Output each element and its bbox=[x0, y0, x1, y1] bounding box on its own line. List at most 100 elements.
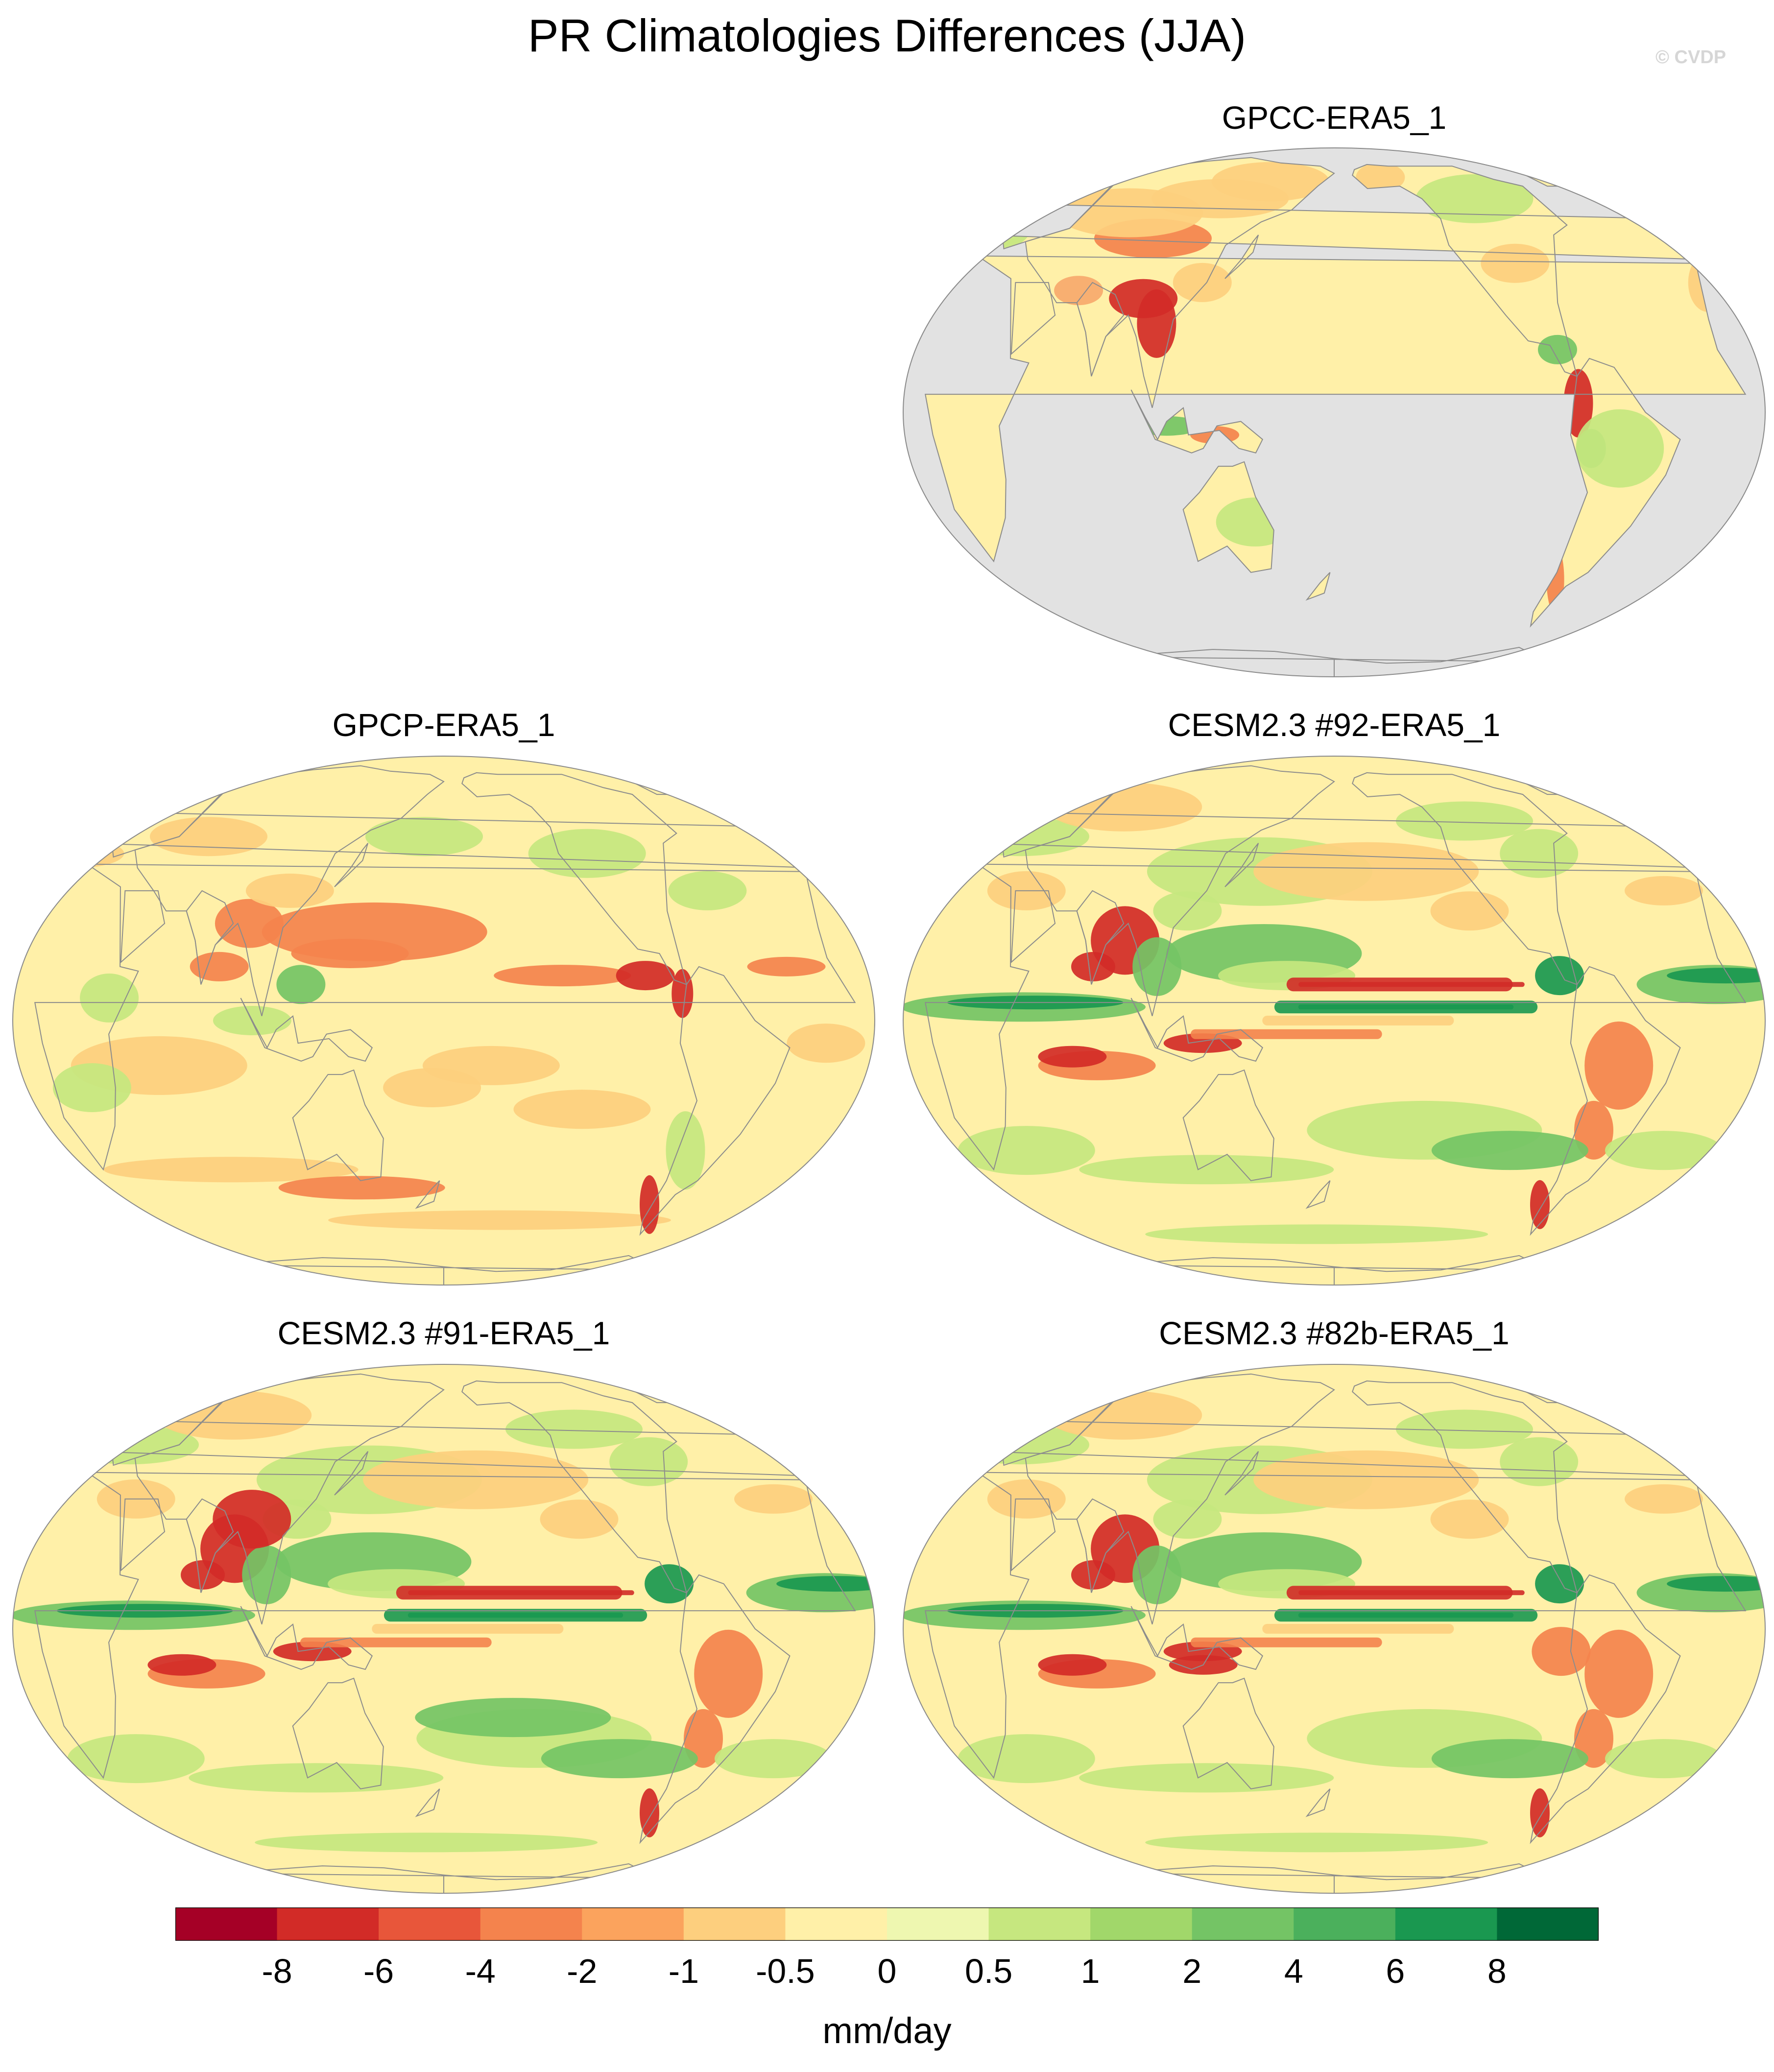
precip-anomaly-blob bbox=[189, 1763, 444, 1793]
precip-anomaly-blob bbox=[1500, 1437, 1579, 1486]
precip-anomaly-blob bbox=[1584, 1629, 1654, 1718]
panel-title-gpcc: GPCC-ERA5_1 bbox=[1222, 99, 1447, 136]
colorbar-swatch bbox=[988, 1907, 1091, 1941]
colorbar-swatch bbox=[582, 1907, 684, 1941]
map-panel-cesm91 bbox=[12, 1364, 875, 1894]
colorbar-tick-label: -6 bbox=[363, 1952, 394, 1990]
precip-anomaly-blob bbox=[1605, 1131, 1723, 1170]
colorbar-swatch bbox=[1395, 1907, 1498, 1941]
precip-anomaly-blob bbox=[383, 1068, 481, 1107]
coastline-indonesia bbox=[240, 1606, 373, 1670]
precip-anomaly-blob bbox=[242, 1545, 291, 1604]
precip-anomaly-blob bbox=[255, 1833, 598, 1853]
precip-anomaly-blob bbox=[1431, 1739, 1588, 1779]
coastline-nz bbox=[1305, 572, 1331, 601]
map-outline bbox=[903, 1364, 1766, 1894]
coastline-sam bbox=[1530, 1574, 1681, 1844]
coastline-nam bbox=[461, 1380, 688, 1594]
precip-anomaly-blob bbox=[67, 1734, 205, 1784]
precip-anomaly-blob bbox=[415, 1698, 611, 1738]
coastline-indonesia bbox=[1130, 389, 1264, 453]
precip-anomaly-blob bbox=[278, 1176, 445, 1200]
colorbar bbox=[175, 1907, 1599, 1941]
coastline-africa bbox=[924, 255, 1747, 563]
precip-anomaly-blob bbox=[1038, 1046, 1107, 1068]
land-arabia bbox=[1011, 282, 1055, 354]
coastline-indonesia bbox=[1130, 998, 1264, 1062]
precip-anomaly-blob bbox=[1079, 1155, 1334, 1185]
precip-anomaly-blob bbox=[1532, 1627, 1591, 1676]
colorbar-tick-label: -8 bbox=[262, 1952, 292, 1990]
precip-anomaly-blob bbox=[776, 1576, 875, 1592]
precip-anomaly-blob bbox=[150, 817, 267, 857]
precip-anomaly-band bbox=[1262, 1016, 1454, 1025]
precip-anomaly-blob bbox=[666, 1111, 705, 1190]
land-nam bbox=[1352, 164, 1577, 377]
map-panel-gpcp bbox=[12, 756, 875, 1286]
precip-anomaly-blob bbox=[1625, 1484, 1703, 1514]
precip-anomaly-blob bbox=[52, 1063, 131, 1112]
coastline-japan bbox=[1224, 843, 1259, 887]
map-panel-gpcc bbox=[903, 147, 1766, 677]
colorbar-swatch bbox=[785, 1907, 887, 1941]
precip-anomaly-blob bbox=[1153, 891, 1222, 931]
colorbar-tick-label: 1 bbox=[1080, 1952, 1100, 1990]
precip-anomaly-blob bbox=[1054, 276, 1103, 306]
precip-anomaly-blob bbox=[1071, 952, 1115, 981]
precip-anomaly-blob bbox=[787, 1024, 865, 1063]
coastline-india bbox=[1076, 282, 1125, 377]
coastline-australia bbox=[1182, 1069, 1274, 1181]
precip-anomaly-band bbox=[1190, 1637, 1382, 1647]
precip-anomaly-blob bbox=[1079, 1763, 1334, 1793]
map-outline bbox=[903, 756, 1766, 1286]
precip-anomaly-blob bbox=[1038, 1654, 1107, 1676]
coastline-nz bbox=[1305, 1180, 1331, 1209]
precip-anomaly-band bbox=[300, 1637, 492, 1647]
precip-anomaly-blob bbox=[972, 209, 1031, 248]
precip-anomaly-blob bbox=[80, 973, 139, 1023]
coastline-nam bbox=[1352, 164, 1578, 377]
precip-anomaly-band bbox=[1298, 1613, 1514, 1618]
precip-anomaly-blob bbox=[1016, 1388, 1095, 1418]
colorbar-tick-label: 0 bbox=[877, 1952, 897, 1990]
precip-anomaly-blob bbox=[1253, 842, 1479, 901]
map-outline bbox=[12, 1364, 875, 1894]
precip-anomaly-blob bbox=[668, 871, 747, 910]
precip-anomaly-band bbox=[408, 1590, 634, 1596]
colorbar-units: mm/day bbox=[822, 2010, 952, 2051]
coastline-indonesia bbox=[240, 998, 373, 1062]
coastline-africa bbox=[34, 863, 856, 1171]
coastline-japan bbox=[334, 843, 369, 887]
precip-anomaly-blob bbox=[1173, 262, 1232, 302]
precip-anomaly-blob bbox=[694, 1629, 763, 1718]
precip-anomaly-blob bbox=[958, 1126, 1095, 1175]
precip-anomaly-blob bbox=[215, 899, 284, 948]
coastline-australia bbox=[292, 1677, 384, 1789]
precip-anomaly-blob bbox=[609, 1437, 688, 1486]
coastline-arabia bbox=[120, 890, 166, 964]
precip-anomaly-band bbox=[1298, 982, 1525, 987]
panel-title-gpcp: GPCP-ERA5_1 bbox=[332, 707, 555, 743]
precip-anomaly-blob bbox=[1605, 1739, 1723, 1779]
coastline-nz bbox=[1305, 1788, 1331, 1817]
colorbar-tick-label: 2 bbox=[1182, 1952, 1202, 1990]
colorbar-tick-label: 4 bbox=[1284, 1952, 1303, 1990]
precip-anomaly-blob bbox=[1356, 163, 1405, 192]
coastline-india bbox=[1076, 1498, 1125, 1593]
precip-anomaly-blob bbox=[1396, 1409, 1533, 1449]
precip-anomaly-blob bbox=[213, 1490, 291, 1549]
coastline-japan bbox=[334, 1451, 369, 1496]
colorbar-tick-label: 6 bbox=[1386, 1952, 1405, 1990]
precip-anomaly-blob bbox=[1500, 829, 1579, 878]
precip-anomaly-band bbox=[1298, 1004, 1514, 1010]
coastline-sam bbox=[1530, 966, 1681, 1236]
precip-anomaly-band bbox=[1190, 1029, 1382, 1039]
precip-anomaly-band bbox=[1298, 1590, 1525, 1596]
colorbar-tick-label: 0.5 bbox=[964, 1952, 1013, 1990]
precip-anomaly-blob bbox=[1430, 891, 1509, 931]
precip-anomaly-blob bbox=[715, 1739, 832, 1779]
coastline-japan bbox=[1224, 1451, 1259, 1496]
colorbar-swatch bbox=[1192, 1907, 1294, 1941]
coastline-australia bbox=[1182, 461, 1274, 573]
coastline-nam bbox=[461, 772, 688, 985]
